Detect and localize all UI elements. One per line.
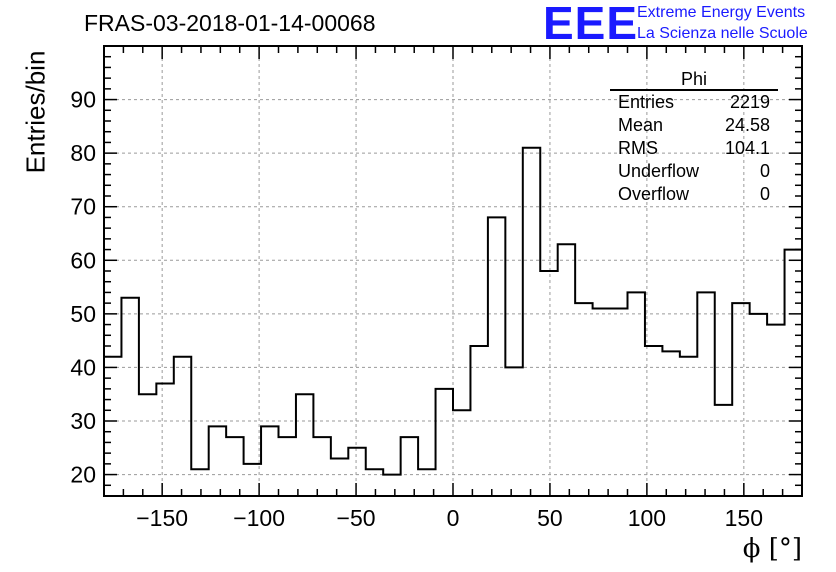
y-axis-label: Entries/bin <box>20 50 51 174</box>
histogram-bin <box>802 346 819 496</box>
histogram-bin <box>401 437 418 496</box>
stats-label: Mean <box>618 115 664 135</box>
histogram-bin <box>226 437 243 496</box>
histogram-bin <box>732 303 749 496</box>
histogram-bin <box>261 426 278 496</box>
histogram-bin <box>139 394 156 496</box>
stats-value: 0 <box>759 184 770 204</box>
stats-value: 24.58 <box>724 115 770 135</box>
x-tick-label: 0 <box>447 505 460 531</box>
y-tick-label: 90 <box>70 87 96 113</box>
histogram-bin <box>628 292 645 496</box>
y-tick-label: 20 <box>70 462 96 488</box>
x-tick-label: −50 <box>337 505 376 531</box>
x-tick-label: 100 <box>628 505 666 531</box>
stats-label: Underflow <box>618 161 700 181</box>
histogram-bin <box>593 309 610 497</box>
stats-box: Phi Entries 2219 Mean 24.58 RMS 104.1 Un… <box>610 69 778 206</box>
stats-label: Overflow <box>618 184 690 204</box>
histogram-bin <box>313 437 330 496</box>
logo-tagline-2: La Scienza nelle Scuole <box>637 25 808 42</box>
stats-row-rms: RMS 104.1 <box>610 137 778 160</box>
stats-value: 2219 <box>729 92 770 112</box>
y-tick-label: 30 <box>70 408 96 434</box>
histogram-bin <box>383 475 400 496</box>
histogram-bin <box>785 250 802 496</box>
y-tick-label: 60 <box>70 247 96 273</box>
histogram-bin <box>121 298 138 496</box>
histogram-bin <box>697 292 714 496</box>
histogram-bin <box>453 410 470 496</box>
histogram-bin <box>174 357 191 496</box>
histogram-bin <box>645 346 662 496</box>
histogram-bin <box>540 271 557 496</box>
histogram-bin <box>819 292 836 496</box>
stats-value: 104.1 <box>724 138 770 158</box>
histogram-bin <box>750 314 767 496</box>
stats-row-mean: Mean 24.58 <box>610 114 778 137</box>
histogram-bin <box>610 309 627 497</box>
run-title: FRAS-03-2018-01-14-00068 <box>84 10 376 36</box>
x-tick-label: 50 <box>537 505 563 531</box>
stats-row-underflow: Underflow 0 <box>610 160 778 183</box>
histogram-bin <box>331 459 348 497</box>
y-tick-label: 40 <box>70 354 96 380</box>
x-tick-label: 150 <box>725 505 763 531</box>
stats-title: Phi <box>610 69 778 91</box>
histogram-bin <box>191 469 208 496</box>
histogram-bin <box>279 437 296 496</box>
histogram-bin <box>209 426 226 496</box>
x-tick-label: −150 <box>136 505 188 531</box>
histogram-bin <box>767 325 784 496</box>
y-tick-label: 50 <box>70 301 96 327</box>
histogram-bin <box>523 148 540 496</box>
x-tick-label: −100 <box>233 505 285 531</box>
histogram-bin <box>296 394 313 496</box>
stats-label: RMS <box>618 138 658 158</box>
stats-value: 0 <box>759 161 770 181</box>
eee-logo: EEE <box>543 0 639 49</box>
histogram-bin <box>366 469 383 496</box>
y-tick-label: 70 <box>70 194 96 220</box>
histogram-bin <box>662 351 679 496</box>
histogram-bin <box>488 217 505 496</box>
histogram-line <box>104 146 802 476</box>
histogram-bin <box>680 357 697 496</box>
stats-label: Entries <box>618 92 675 112</box>
histogram-bin <box>715 405 732 496</box>
histogram-bin <box>348 448 365 496</box>
histogram-bin <box>470 346 487 496</box>
histogram-bin <box>575 303 592 496</box>
y-tick-label: 80 <box>70 140 96 166</box>
histogram-bin <box>505 367 522 496</box>
x-axis-label: ϕ [°] <box>742 534 802 564</box>
stats-row-overflow: Overflow 0 <box>610 183 778 206</box>
histogram-bin <box>558 244 575 496</box>
histogram-bin <box>156 384 173 497</box>
stats-row-entries: Entries 2219 <box>610 91 778 114</box>
logo-tagline-1: Extreme Energy Events <box>637 4 806 21</box>
histogram-bin <box>436 389 453 496</box>
